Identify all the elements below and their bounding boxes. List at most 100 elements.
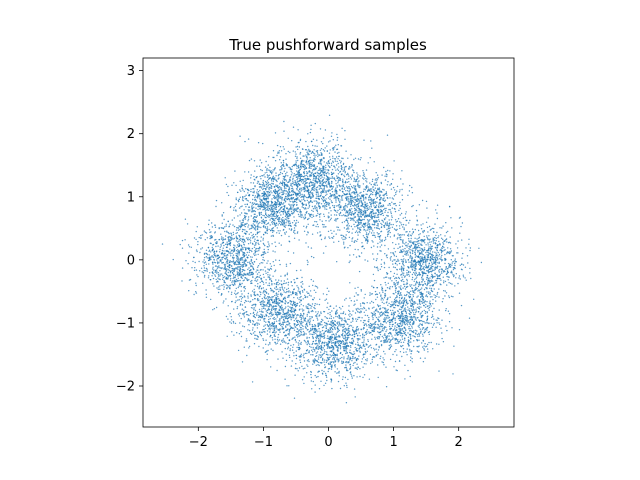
scatter-point (361, 337, 364, 339)
scatter-point (286, 288, 288, 291)
scatter-point (330, 229, 332, 232)
scatter-point (275, 320, 278, 322)
scatter-point (415, 245, 417, 248)
scatter-point (310, 152, 313, 154)
scatter-point (264, 206, 266, 208)
scatter-point (235, 252, 237, 255)
scatter-point (361, 224, 363, 226)
scatter-point (184, 239, 186, 241)
scatter-point (296, 208, 298, 211)
scatter-point (429, 267, 432, 269)
scatter-point (275, 175, 277, 177)
scatter-point (424, 312, 427, 314)
scatter-point (439, 244, 441, 246)
scatter-point (294, 367, 297, 370)
scatter-point (286, 183, 288, 186)
scatter-point (382, 199, 385, 202)
scatter-point (408, 312, 410, 315)
scatter-point (399, 328, 401, 330)
scatter-point (293, 220, 296, 222)
scatter-point (266, 229, 268, 232)
scatter-point (297, 290, 299, 292)
scatter-point (384, 307, 386, 309)
scatter-point (235, 293, 237, 296)
scatter-point (257, 208, 259, 211)
scatter-point (360, 320, 362, 322)
scatter-point (268, 296, 270, 298)
scatter-point (337, 209, 339, 212)
scatter-point (285, 158, 287, 160)
scatter-point (242, 275, 245, 277)
scatter-point (376, 232, 378, 234)
scatter-point (293, 231, 295, 233)
scatter-point (424, 343, 426, 345)
scatter-point (408, 299, 411, 302)
scatter-point (397, 237, 399, 239)
scatter-point (312, 168, 314, 171)
scatter-point (203, 230, 206, 232)
scatter-point (374, 236, 377, 238)
scatter-point (429, 285, 431, 287)
scatter-point (401, 270, 403, 272)
scatter-point (424, 357, 426, 359)
scatter-point (452, 255, 454, 257)
scatter-point (351, 166, 353, 168)
scatter-point (355, 332, 358, 335)
scatter-point (251, 242, 254, 245)
scatter-point (373, 311, 375, 313)
scatter-point (276, 196, 278, 198)
scatter-point (203, 259, 205, 261)
scatter-point (255, 225, 257, 227)
scatter-point (390, 223, 392, 226)
scatter-point (301, 165, 303, 167)
scatter-point (208, 229, 211, 231)
scatter-point (256, 215, 258, 217)
scatter-point (250, 227, 252, 230)
scatter-point (376, 351, 378, 353)
scatter-point (286, 296, 289, 298)
scatter-point (263, 204, 265, 206)
scatter-point (436, 231, 438, 234)
scatter-point (344, 187, 346, 189)
scatter-point (308, 206, 310, 208)
scatter-point (232, 273, 235, 275)
scatter-point (307, 246, 309, 248)
scatter-point (269, 209, 271, 211)
scatter-point (363, 178, 365, 180)
scatter-point (273, 334, 276, 336)
scatter-point (445, 308, 447, 310)
scatter-point (465, 247, 467, 249)
scatter-point (208, 249, 211, 251)
scatter-point (396, 282, 398, 284)
scatter-point (419, 249, 421, 251)
scatter-point (425, 221, 428, 223)
scatter-point (296, 179, 298, 181)
scatter-point (452, 296, 454, 298)
scatter-point (274, 332, 276, 334)
scatter-point (237, 280, 240, 282)
scatter-point (273, 318, 275, 321)
scatter-point (275, 307, 278, 310)
scatter-point (392, 315, 395, 317)
scatter-point (390, 252, 392, 254)
scatter-point (276, 144, 279, 147)
scatter-point (383, 313, 385, 315)
scatter-point (433, 231, 435, 233)
scatter-point (376, 327, 378, 329)
scatter-point (295, 341, 297, 343)
scatter-point (307, 342, 309, 344)
scatter-point (306, 337, 308, 340)
scatter-point (366, 242, 368, 244)
scatter-point (394, 317, 397, 319)
scatter-point (294, 318, 297, 320)
scatter-point (409, 184, 411, 187)
scatter-point (267, 164, 269, 166)
scatter-point (404, 247, 406, 250)
scatter-point (420, 265, 422, 267)
scatter-point (299, 316, 301, 318)
scatter-point (350, 325, 353, 327)
scatter-point (239, 296, 241, 298)
scatter-point (357, 228, 359, 230)
scatter-point (252, 203, 255, 206)
